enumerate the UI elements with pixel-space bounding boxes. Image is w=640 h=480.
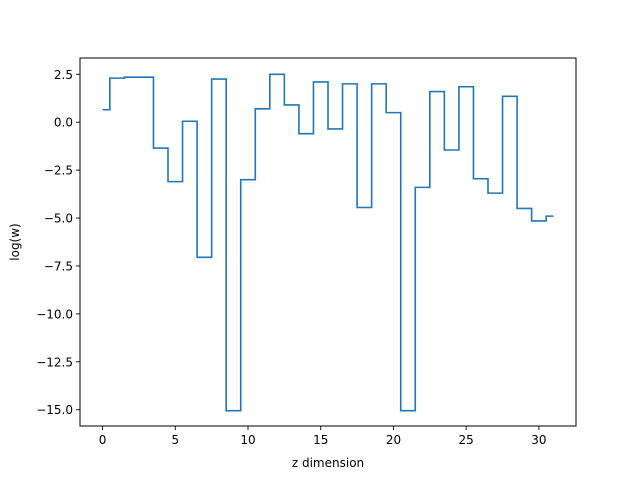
y-tick-label: −2.5: [44, 164, 73, 178]
y-tick-label: −12.5: [36, 355, 73, 369]
y-tick-label: −5.0: [44, 212, 73, 226]
series-line: [102, 73, 554, 412]
y-tick-label: −7.5: [44, 259, 73, 273]
y-axis-label: log(w): [8, 223, 22, 260]
x-tick-label: 15: [313, 433, 328, 447]
x-tick-label: 25: [459, 433, 474, 447]
y-axis-ticks: 2.5 0.0 −2.5 −5.0 −7.5 −10.0 −12.5 −15.0: [36, 68, 80, 417]
x-tick-label: 5: [171, 433, 179, 447]
x-tick-label: 30: [531, 433, 546, 447]
y-tick-label: −15.0: [36, 403, 73, 417]
y-tick-label: 0.0: [54, 116, 73, 130]
x-tick-label: 20: [386, 433, 401, 447]
plot-area: [102, 73, 554, 412]
y-tick-label: 2.5: [54, 68, 73, 82]
x-axis-ticks: 0 5 10 15 20 25 30: [99, 426, 547, 447]
axes-frame: [79, 57, 577, 427]
x-tick-label: 0: [99, 433, 107, 447]
x-axis-label: z dimension: [292, 456, 364, 470]
y-tick-label: −10.0: [36, 307, 73, 321]
x-tick-label: 10: [240, 433, 255, 447]
